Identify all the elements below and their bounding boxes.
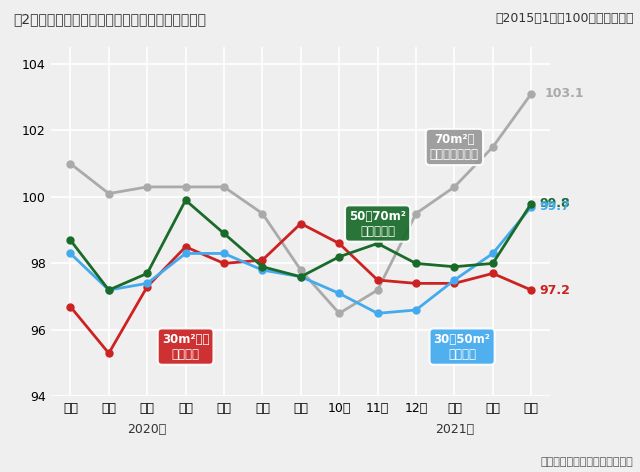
Text: 50～70m²
ファミリー: 50～70m² ファミリー	[349, 210, 406, 237]
Text: 103.1: 103.1	[545, 87, 584, 100]
Text: 2020年: 2020年	[127, 423, 167, 436]
Text: 99.8: 99.8	[539, 197, 570, 210]
Text: （2015年1月＝100としたもの）: （2015年1月＝100としたもの）	[495, 12, 634, 25]
Text: 99.7: 99.7	[539, 201, 570, 213]
Text: 出典：（株）アットホーム調べ: 出典：（株）アットホーム調べ	[541, 457, 634, 467]
Text: 30～50m²
カップル: 30～50m² カップル	[434, 333, 490, 361]
Text: 97.2: 97.2	[539, 284, 570, 296]
Text: 図2：【東京都下】マンション平均家賃指数の推移: 図2：【東京都下】マンション平均家賃指数の推移	[13, 12, 206, 26]
Text: 30m²以下
シングル: 30m²以下 シングル	[162, 333, 209, 361]
Text: 2021年: 2021年	[435, 423, 474, 436]
Text: 70m²超
大型ファミリー: 70m²超 大型ファミリー	[430, 133, 479, 161]
